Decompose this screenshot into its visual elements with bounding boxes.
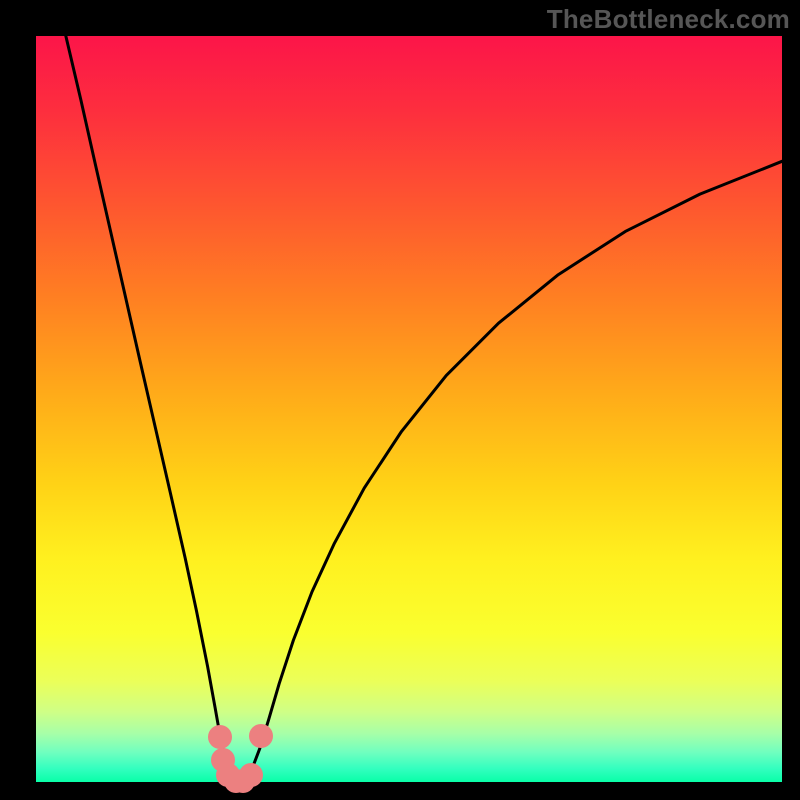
valley-dot-6 <box>249 724 273 748</box>
plot-area <box>36 36 782 782</box>
valley-dot-5 <box>239 763 263 787</box>
chart-canvas: TheBottleneck.com <box>0 0 800 800</box>
dot-layer <box>36 36 782 782</box>
valley-dot-0 <box>208 725 232 749</box>
watermark-text: TheBottleneck.com <box>547 4 790 35</box>
